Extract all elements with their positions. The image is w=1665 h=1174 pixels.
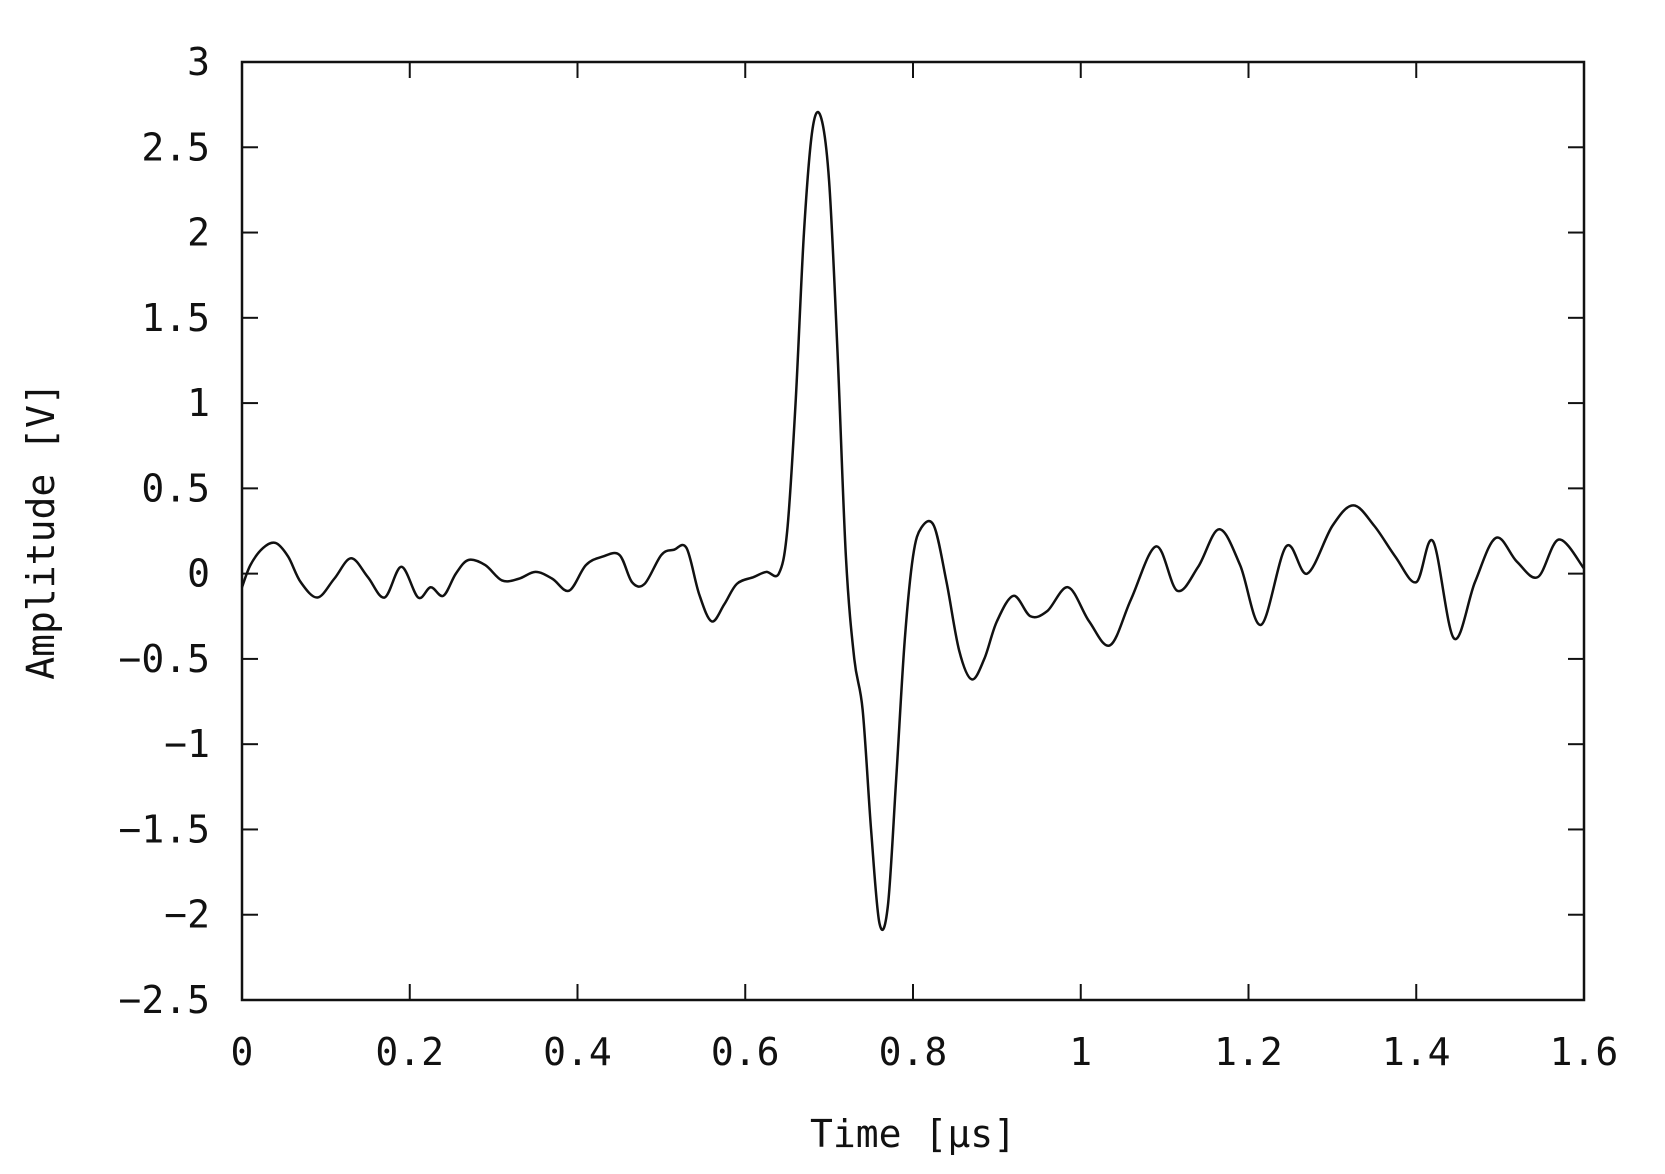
y-tick-label: 3 xyxy=(187,40,210,84)
x-tick-label: 1.6 xyxy=(1550,1030,1619,1074)
x-axis-label: Time [μs] xyxy=(810,1112,1016,1156)
x-tick-label: 0.2 xyxy=(375,1030,444,1074)
y-tick-label: 2.5 xyxy=(141,125,210,169)
y-tick-label: 2 xyxy=(187,211,210,255)
x-tick-label: 1 xyxy=(1069,1030,1092,1074)
y-tick-labels: 3 2.5 2 1.5 1 0.5 0 −0.5 −1 −1.5 −2 −2.5 xyxy=(118,40,210,1022)
series-points xyxy=(242,116,1584,923)
y-tick-label: 0 xyxy=(187,552,210,596)
y-tick-label: 1 xyxy=(187,381,210,425)
y-tick-label: −0.5 xyxy=(118,637,210,681)
y-axis-label: Amplitude [V] xyxy=(19,382,63,679)
y-tick-label: −2 xyxy=(164,893,210,937)
x-tick-labels: 0 0.2 0.4 0.6 0.8 1 1.2 1.4 1.6 xyxy=(231,1030,1619,1074)
axis-ticks xyxy=(241,61,1585,1001)
x-tick-label: 0.8 xyxy=(879,1030,948,1074)
y-tick-label: 1.5 xyxy=(141,296,210,340)
y-tick-label: −1.5 xyxy=(118,807,210,851)
x-tick-label: 0 xyxy=(231,1030,254,1074)
x-tick-label: 1.2 xyxy=(1214,1030,1283,1074)
series-line xyxy=(240,110,1585,932)
y-tick-label: 0.5 xyxy=(141,466,210,510)
y-tick-label: −1 xyxy=(164,722,210,766)
plot-frame xyxy=(240,60,1586,1002)
x-tick-label: 0.4 xyxy=(543,1030,612,1074)
y-tick-label: −2.5 xyxy=(118,978,210,1022)
x-tick-label: 0.6 xyxy=(711,1030,780,1074)
x-tick-label: 1.4 xyxy=(1382,1030,1451,1074)
